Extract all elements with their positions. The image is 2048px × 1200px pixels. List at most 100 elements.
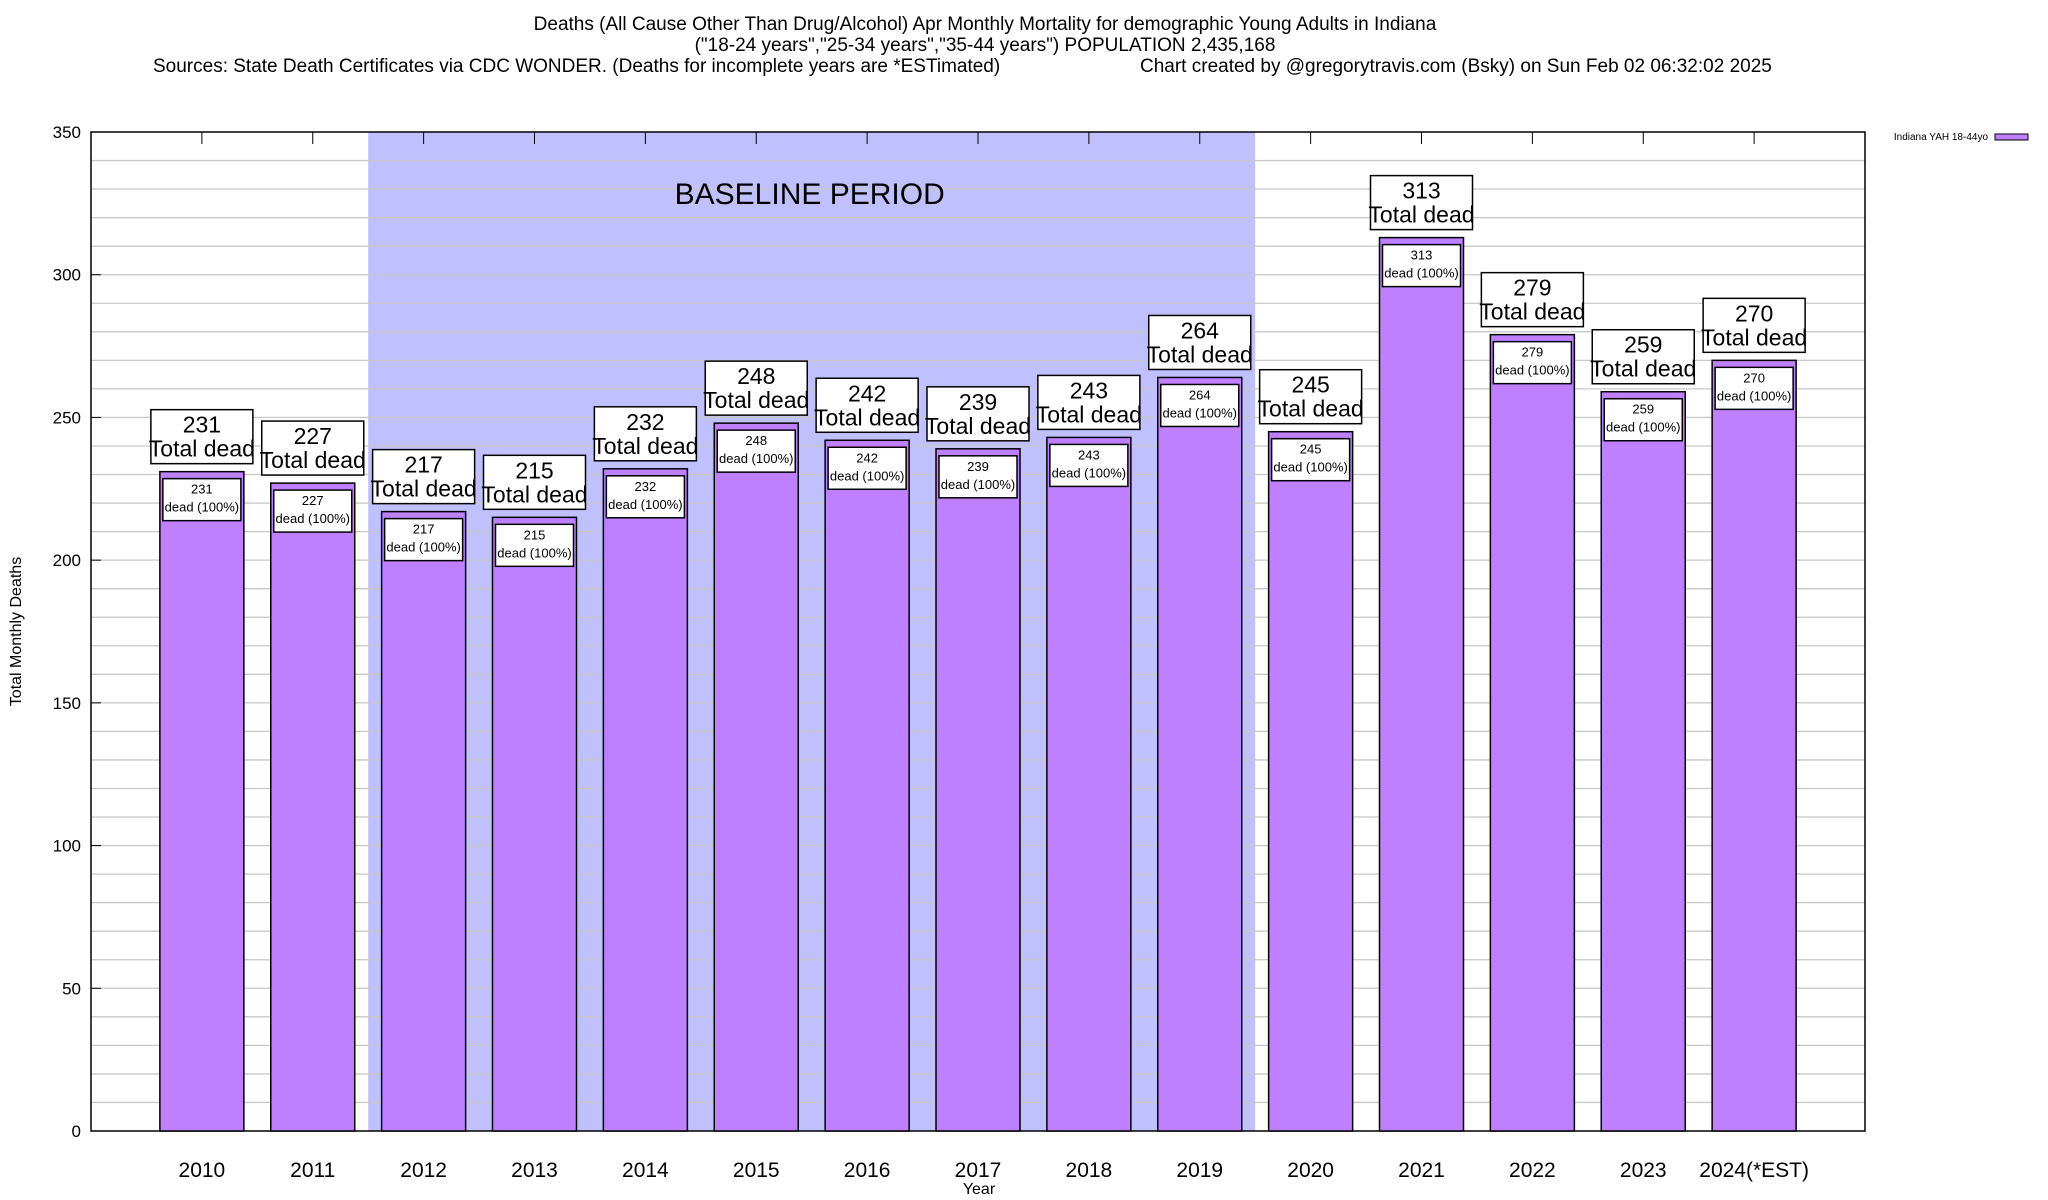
- bar-total-suffix: Total dead: [1036, 401, 1142, 427]
- bar-total-suffix: Total dead: [592, 433, 698, 459]
- bar-total-value: 248: [737, 363, 775, 389]
- x-tick-label: 2022: [1509, 1159, 1556, 1182]
- bar-inner-suffix: dead (100%): [165, 500, 239, 515]
- bar-inner-value: 313: [1411, 248, 1433, 263]
- bar-total-suffix: Total dead: [703, 387, 809, 413]
- y-tick-label: 50: [62, 979, 81, 998]
- bar-inner-suffix: dead (100%): [1606, 420, 1680, 435]
- y-tick-label: 100: [53, 837, 81, 856]
- bar-total-value: 313: [1402, 178, 1440, 204]
- bar-inner-value: 242: [856, 450, 878, 465]
- x-tick-label: 2011: [290, 1159, 335, 1182]
- bar-inner-label-box: [1160, 383, 1240, 428]
- x-tick-label: 2019: [1176, 1159, 1223, 1182]
- bar-total-label-box: [1591, 328, 1695, 385]
- sources-note: Sources: State Death Certificates via CD…: [153, 56, 1000, 77]
- bar-total-label-box: [926, 386, 1030, 442]
- bar-total-value: 227: [294, 423, 332, 449]
- bar-inner-suffix: dead (100%): [1273, 460, 1347, 475]
- credit-note: Chart created by @gregorytravis.com (Bsk…: [1140, 56, 1772, 77]
- bar-inner-suffix: dead (100%): [830, 468, 904, 483]
- bar-inner-label-box: [1714, 366, 1794, 411]
- bar-total-value: 279: [1513, 275, 1551, 301]
- bar-total-value: 259: [1624, 332, 1662, 358]
- bar-total-label-box: [1037, 374, 1141, 431]
- x-tick-label: 2018: [1066, 1159, 1113, 1182]
- bar-2021: [1378, 236, 1465, 1132]
- bar-total-suffix: Total dead: [1258, 396, 1364, 422]
- bar-total-value: 243: [1070, 377, 1108, 403]
- bar-inner-label-box: [383, 517, 464, 562]
- bar-2017: [935, 448, 1021, 1132]
- y-tick-label: 250: [53, 408, 81, 427]
- bar-total-value: 264: [1181, 317, 1220, 343]
- y-tick-label: 0: [72, 1122, 81, 1141]
- y-axis-label: Total Monthly Deaths: [8, 557, 25, 706]
- x-tick-label: 2010: [179, 1159, 226, 1182]
- y-tick-label: 200: [53, 551, 81, 570]
- bar-total-value: 217: [404, 452, 442, 478]
- bar-inner-suffix: dead (100%): [1717, 388, 1791, 403]
- bar-inner-label-box: [827, 446, 907, 491]
- bar-2012: [380, 510, 467, 1132]
- x-tick-label: 2016: [844, 1159, 891, 1182]
- bar-total-suffix: Total dead: [1479, 299, 1585, 325]
- baseline-label: BASELINE PERIOD: [675, 178, 945, 211]
- bar-2011: [270, 482, 356, 1132]
- bar-inner-value: 215: [524, 527, 546, 542]
- bar-total-label-box: [371, 448, 476, 505]
- bar-total-value: 231: [183, 412, 221, 438]
- bar-inner-suffix: dead (100%): [1495, 363, 1569, 378]
- bar-total-suffix: Total dead: [481, 481, 587, 507]
- x-tick-label: 2021: [1398, 1159, 1445, 1182]
- bar-total-label-box: [482, 454, 587, 511]
- bar-inner-suffix: dead (100%): [719, 451, 793, 466]
- bar-inner-suffix: dead (100%): [1384, 266, 1458, 281]
- bar-total-suffix: Total dead: [149, 436, 255, 462]
- bar-inner-value: 264: [1189, 387, 1211, 402]
- bar-total-suffix: Total dead: [1368, 202, 1474, 228]
- chart-title: Deaths (All Cause Other Than Drug/Alcoho…: [534, 14, 1437, 35]
- x-tick-label: 2020: [1287, 1159, 1334, 1182]
- bar-total-suffix: Total dead: [1590, 356, 1696, 382]
- bar-inner-label-box: [162, 477, 242, 522]
- bar-inner-suffix: dead (100%): [386, 540, 460, 555]
- x-tick-label: 2024(*EST): [1699, 1159, 1809, 1182]
- bar-inner-value: 270: [1743, 370, 1765, 385]
- bar-2019: [1157, 376, 1243, 1132]
- x-tick-label: 2013: [511, 1159, 558, 1182]
- bar-inner-label-box: [605, 475, 686, 519]
- bar-inner-suffix: dead (100%): [608, 497, 682, 512]
- bar-total-suffix: Total dead: [1147, 341, 1253, 367]
- bar-total-label-box: [815, 377, 919, 434]
- bar-total-suffix: Total dead: [371, 476, 477, 502]
- bar-total-value: 215: [515, 457, 553, 483]
- bar-2020: [1267, 430, 1354, 1132]
- bar-total-label-box: [1258, 368, 1363, 425]
- bar-inner-label-box: [1492, 340, 1573, 385]
- bar-2023: [1600, 390, 1686, 1132]
- bar-2018: [1046, 436, 1132, 1132]
- bar-total-label-box: [1702, 297, 1806, 354]
- legend-label: Indiana YAH 18-44yo: [1894, 132, 1989, 143]
- x-tick-label: 2015: [733, 1159, 780, 1182]
- bar-inner-suffix: dead (100%): [941, 477, 1015, 492]
- bar-2022: [1489, 333, 1576, 1132]
- bar-total-label-box: [1480, 271, 1585, 328]
- bar-inner-value: 259: [1632, 402, 1654, 417]
- bar-inner-suffix: dead (100%): [497, 545, 571, 560]
- x-axis-label: Year: [963, 1181, 996, 1198]
- bar-inner-value: 231: [191, 482, 213, 497]
- bar-inner-suffix: dead (100%): [1052, 465, 1126, 480]
- bar-total-value: 245: [1291, 372, 1329, 398]
- bar-total-label-box: [261, 420, 365, 476]
- bar-2016: [824, 439, 910, 1132]
- bar-inner-label-box: [716, 429, 796, 473]
- bar-inner-suffix: dead (100%): [1163, 405, 1237, 420]
- bar-total-label-box: [150, 408, 254, 465]
- bar-2024(*EST): [1711, 359, 1797, 1132]
- bar-total-suffix: Total dead: [814, 404, 920, 430]
- bar-inner-value: 232: [635, 479, 657, 494]
- x-tick-label: 2012: [400, 1159, 447, 1182]
- bar-inner-value: 279: [1522, 345, 1544, 360]
